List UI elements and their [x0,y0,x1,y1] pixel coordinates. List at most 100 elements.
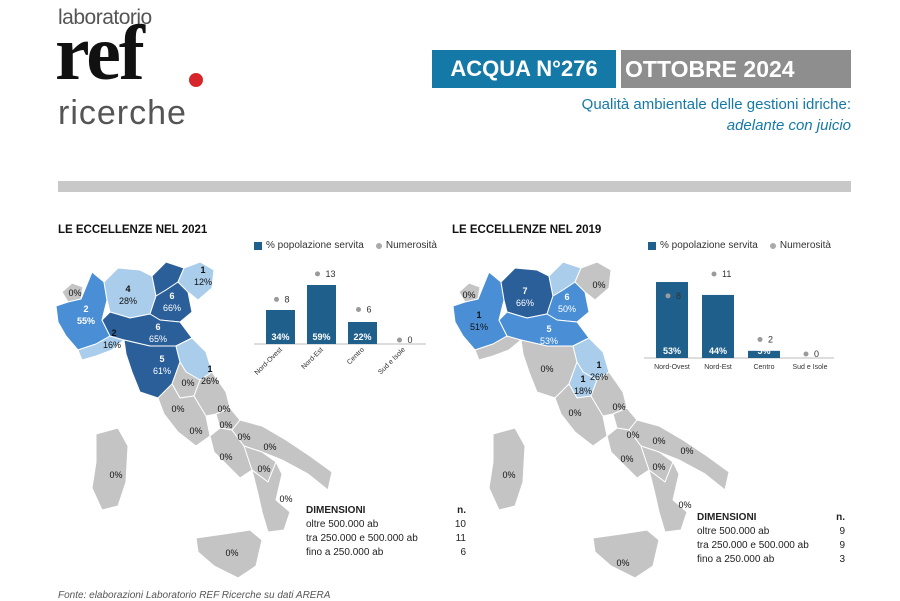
panel-title-2019: LE ECCELLENZE NEL 2019 [452,224,602,236]
dim-row-label: fino a 250.000 ab [306,547,384,558]
dim-row-n: 3 [839,554,845,565]
legend-series1: % popolazione servita [660,240,758,251]
numerosita-dot [397,337,402,343]
bar-nord-est [702,294,734,358]
dim-row-n: 6 [460,547,466,558]
region-vda [61,282,84,303]
subtitle: Qualità ambientale delle gestioni idrich… [582,94,851,136]
bar-value-label: 34% [271,332,289,342]
svg-text:0%: 0% [568,408,581,418]
numerosita-label: 13 [326,269,336,279]
svg-text:2: 2 [111,328,116,338]
svg-text:26%: 26% [590,372,608,382]
svg-text:1: 1 [200,265,205,275]
numerosita-dot [274,296,279,302]
region-liguria [77,335,125,361]
logo-red-dot [189,73,203,87]
map-2021-labels: 0% 2 55% 4 28% 1 12% 6 66% 2 16% 6 65% 5… [68,265,292,558]
svg-text:66%: 66% [516,298,534,308]
svg-text:6: 6 [564,292,569,302]
svg-text:18%: 18% [574,386,592,396]
legend-2019: % popolazione servita Numerosità [648,240,831,251]
map-2021 [55,261,333,579]
dim-row-n: 9 [839,526,845,537]
svg-text:6: 6 [155,322,160,332]
svg-text:0%: 0% [68,288,81,298]
dim-row-label: tra 250.000 e 500.000 ab [306,533,418,544]
dimensions-table-2019: DIMENSIONI n. oltre 500.000 ab 9 tra 250.… [697,512,845,568]
issue-badge: ACQUA N°276 [432,50,616,88]
region-calabria [648,461,688,533]
map-2019-labels: 0% 1 51% 7 66% 6 50% 0% 5 53% 1 26% 1 18… [462,280,693,568]
svg-text:1: 1 [596,360,601,370]
numerosita-dot [356,306,361,312]
dim-row-label: oltre 500.000 ab [306,519,379,530]
dim-header-n: n. [457,505,466,516]
category-label: Nord-Ovest [654,364,690,371]
subtitle-line1: Qualità ambientale delle gestioni idrich… [581,96,851,113]
legend-bar-swatch [648,241,656,250]
svg-text:1: 1 [207,364,212,374]
dim-header: DIMENSIONI [697,512,757,523]
numerosita-label: 6 [367,304,372,314]
svg-text:0%: 0% [181,378,194,388]
svg-text:0%: 0% [502,470,515,480]
bar-value-label: 44% [709,346,727,356]
svg-text:1: 1 [580,374,585,384]
svg-text:0%: 0% [237,432,250,442]
svg-text:2: 2 [83,304,88,314]
dim-header-n: n. [836,512,845,523]
svg-text:16%: 16% [103,340,121,350]
dim-row-n: 11 [455,533,466,544]
svg-text:0%: 0% [620,454,633,464]
region-friuli [574,261,612,301]
region-sicilia [195,529,263,579]
category-label: Nord-Est [704,364,732,371]
svg-text:12%: 12% [194,277,212,287]
panel-title-2021: LE ECCELLENZE NEL 2021 [58,224,208,236]
bar-value-label: 59% [312,332,330,342]
logo-laboratorio: laboratorio [58,6,152,29]
dim-header: DIMENSIONI [306,505,366,516]
bar-nord-est [307,285,336,344]
map-2019 [452,261,730,579]
divider-bar [58,181,851,192]
dim-row-label: fino a 250.000 ab [697,554,775,565]
category-label: Centro [346,346,366,366]
dim-row-label: oltre 500.000 ab [697,526,770,537]
dim-row-n: 9 [839,540,845,551]
svg-text:65%: 65% [149,334,167,344]
numerosita-dot [757,336,763,342]
bar-nord-ovest [266,310,295,344]
svg-text:26%: 26% [201,376,219,386]
svg-text:53%: 53% [540,336,558,346]
region-sardegna [91,427,129,511]
region-liguria [474,335,522,361]
svg-text:50%: 50% [558,304,576,314]
bar-value-label: 53% [663,346,681,356]
numerosita-dot [315,271,320,277]
svg-text:0%: 0% [612,402,625,412]
bar-value-label: 5% [757,346,770,356]
numerosita-dot [803,351,809,357]
svg-text:0%: 0% [678,500,691,510]
region-vda [458,282,481,303]
svg-text:0%: 0% [171,404,184,414]
bar-centro [348,322,377,344]
svg-text:0%: 0% [225,548,238,558]
region-lazio [157,383,211,447]
legend-series1: % popolazione servita [266,240,364,251]
svg-text:0%: 0% [279,494,292,504]
legend-series2: Numerosità [385,240,437,251]
svg-text:61%: 61% [153,366,171,376]
bar-value-label: 22% [353,332,371,342]
numerosita-label: 0 [814,349,819,359]
numerosita-label: 0 [408,335,413,345]
svg-text:0%: 0% [109,470,122,480]
numerosita-label: 8 [285,294,290,304]
bar-centro [748,350,780,358]
svg-text:0%: 0% [219,452,232,462]
svg-text:0%: 0% [217,404,230,414]
subtitle-line2: adelante con juicio [726,117,851,134]
region-calabria [251,461,291,533]
